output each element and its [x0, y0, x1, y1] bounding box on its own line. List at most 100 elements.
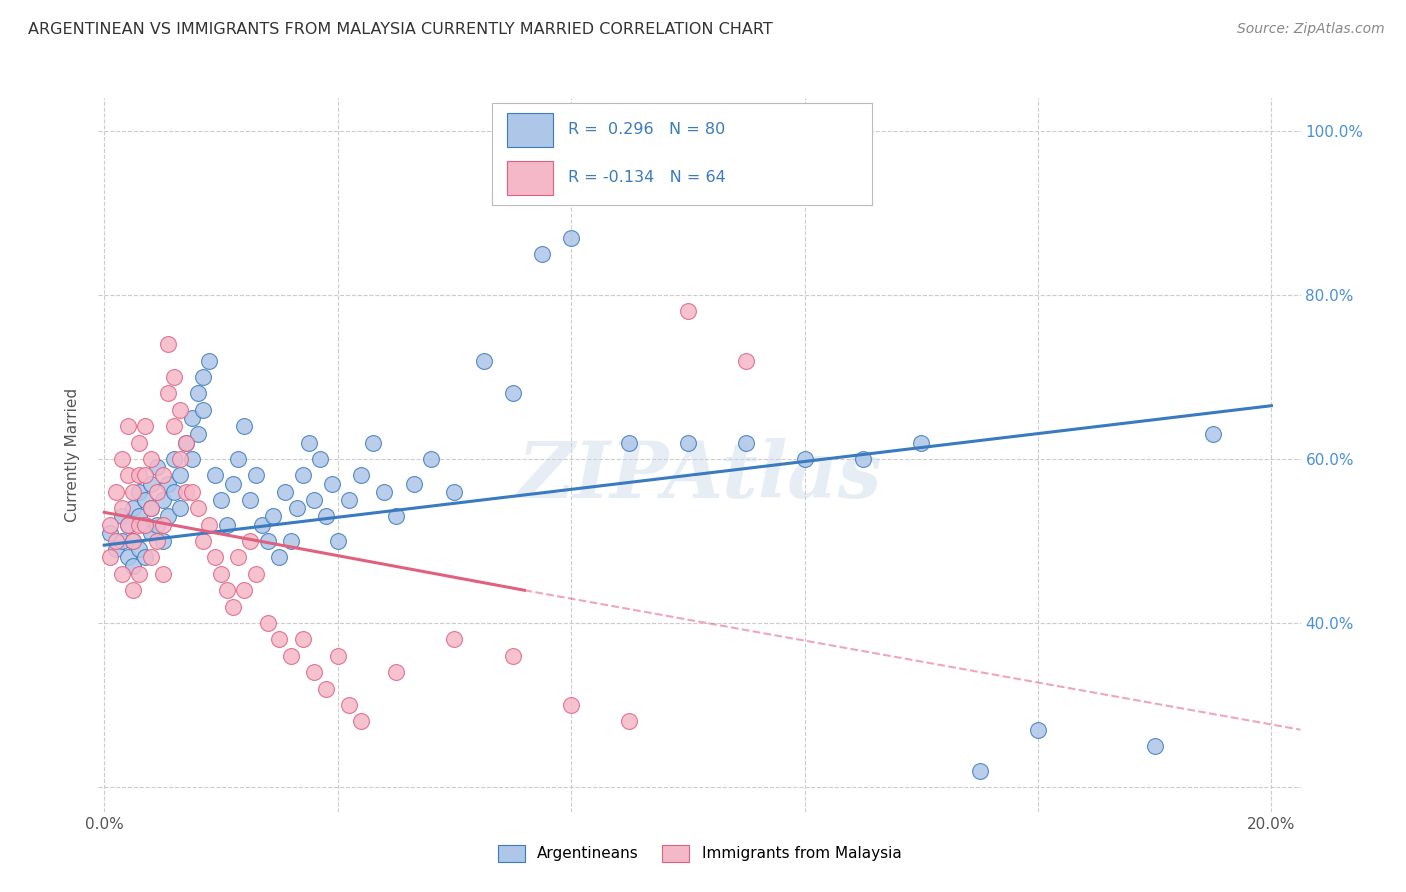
Point — [193, 402, 215, 417]
Bar — [508, 112, 553, 146]
Point — [117, 517, 139, 532]
Point — [163, 452, 186, 467]
Point — [228, 550, 250, 565]
Point — [443, 484, 465, 499]
Point — [122, 583, 145, 598]
Point — [619, 435, 641, 450]
Point — [315, 681, 337, 696]
Point — [98, 550, 121, 565]
Point — [180, 411, 202, 425]
Point — [139, 452, 162, 467]
Point — [735, 353, 758, 368]
Point — [180, 484, 202, 499]
Point — [134, 493, 156, 508]
Point — [134, 468, 156, 483]
Point — [193, 534, 215, 549]
Point — [128, 468, 150, 483]
Point — [98, 517, 121, 532]
Point — [297, 435, 319, 450]
Point — [146, 534, 169, 549]
Point — [1143, 739, 1166, 753]
Point — [187, 386, 209, 401]
Point — [215, 517, 238, 532]
Point — [385, 509, 408, 524]
Point — [337, 493, 360, 508]
Point — [111, 566, 134, 581]
Point — [163, 370, 186, 384]
Point — [321, 476, 343, 491]
Point — [111, 501, 134, 516]
Text: ARGENTINEAN VS IMMIGRANTS FROM MALAYSIA CURRENTLY MARRIED CORRELATION CHART: ARGENTINEAN VS IMMIGRANTS FROM MALAYSIA … — [28, 22, 773, 37]
Point — [280, 648, 302, 663]
Point — [420, 452, 443, 467]
Point — [104, 484, 127, 499]
Point — [233, 583, 256, 598]
Point — [163, 484, 186, 499]
Point — [326, 648, 349, 663]
Point — [98, 525, 121, 540]
Point — [174, 435, 197, 450]
Point — [1026, 723, 1049, 737]
Point — [134, 419, 156, 434]
Point — [122, 558, 145, 573]
Point — [169, 501, 191, 516]
Point — [443, 632, 465, 647]
Point — [285, 501, 308, 516]
Point — [193, 370, 215, 384]
Point — [128, 509, 150, 524]
Point — [139, 501, 162, 516]
Point — [910, 435, 932, 450]
Point — [111, 452, 134, 467]
Point — [128, 484, 150, 499]
Point — [157, 476, 180, 491]
Point — [676, 435, 699, 450]
Point — [128, 517, 150, 532]
Point — [309, 452, 332, 467]
Point — [326, 534, 349, 549]
Point — [250, 517, 273, 532]
Point — [187, 427, 209, 442]
Point — [180, 452, 202, 467]
Point — [735, 435, 758, 450]
Point — [134, 517, 156, 532]
Point — [560, 230, 582, 244]
Point — [187, 501, 209, 516]
Text: R =  0.296   N = 80: R = 0.296 N = 80 — [568, 122, 725, 137]
Point — [104, 542, 127, 557]
Point — [385, 665, 408, 680]
Point — [361, 435, 384, 450]
Point — [146, 460, 169, 475]
Point — [134, 517, 156, 532]
Y-axis label: Currently Married: Currently Married — [65, 388, 80, 522]
Point — [139, 525, 162, 540]
Point — [291, 632, 314, 647]
Point — [139, 501, 162, 516]
Point — [530, 247, 553, 261]
Point — [315, 509, 337, 524]
Point — [233, 419, 256, 434]
Point — [350, 714, 373, 729]
Point — [117, 517, 139, 532]
Text: R = -0.134   N = 64: R = -0.134 N = 64 — [568, 170, 725, 186]
Point — [619, 714, 641, 729]
Point — [152, 493, 174, 508]
Point — [239, 534, 262, 549]
Bar — [508, 161, 553, 194]
Point — [111, 509, 134, 524]
Point — [122, 534, 145, 549]
Point — [111, 534, 134, 549]
Point — [122, 484, 145, 499]
Point — [221, 599, 243, 614]
Point — [337, 698, 360, 712]
Point — [239, 493, 262, 508]
Point — [676, 304, 699, 318]
Point — [146, 517, 169, 532]
Point — [122, 501, 145, 516]
Point — [152, 534, 174, 549]
Point — [263, 509, 285, 524]
Point — [198, 517, 221, 532]
Legend: Argentineans, Immigrants from Malaysia: Argentineans, Immigrants from Malaysia — [492, 838, 907, 868]
Point — [350, 468, 373, 483]
Point — [139, 476, 162, 491]
Point — [128, 566, 150, 581]
